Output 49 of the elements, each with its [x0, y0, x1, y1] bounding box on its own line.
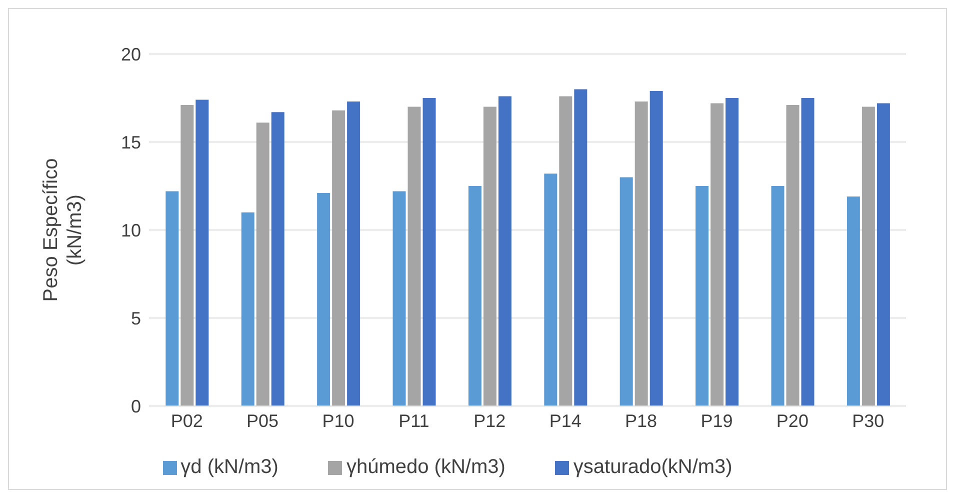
- x-tick-label: P18: [625, 410, 658, 431]
- y-axis-title: Peso Específico (kN/m3): [40, 158, 86, 302]
- x-tick-label: P02: [170, 410, 203, 431]
- bar: [786, 105, 800, 406]
- bar: [422, 98, 436, 406]
- y-tick-label: 0: [130, 396, 141, 416]
- bar: [876, 103, 890, 406]
- bar: [468, 186, 482, 406]
- bar: [317, 193, 330, 406]
- x-tick-label: P11: [398, 410, 430, 431]
- bar: [650, 90, 663, 406]
- bar: [801, 98, 814, 406]
- bar: [862, 106, 875, 406]
- bar: [408, 106, 421, 406]
- bar: [347, 102, 360, 406]
- x-tick-label: P14: [549, 410, 582, 431]
- x-tick-label: P05: [246, 410, 279, 431]
- y-tick-label: 10: [120, 220, 141, 240]
- bar: [634, 102, 648, 406]
- bar: [696, 186, 709, 406]
- bar: [332, 110, 346, 406]
- legend-label: γhúmedo (kN/m3): [346, 456, 506, 478]
- bar: [559, 96, 572, 406]
- bar: [180, 105, 194, 406]
- x-tick-label: P10: [322, 410, 354, 431]
- bar: [271, 112, 284, 406]
- x-tick-label: P20: [776, 410, 808, 431]
- bar: [771, 186, 784, 406]
- bar: [498, 96, 512, 406]
- bar: [710, 103, 724, 406]
- bar: [483, 106, 496, 406]
- x-tick-label: P19: [700, 410, 733, 431]
- y-tick-label: 5: [130, 308, 141, 328]
- bar: [620, 177, 633, 406]
- y-tick-label: 15: [120, 132, 141, 152]
- bar: [256, 122, 270, 406]
- bar: [574, 89, 588, 406]
- x-tick-label: P30: [852, 410, 884, 431]
- bar: [846, 196, 860, 406]
- bar: [166, 191, 179, 406]
- bar: [392, 191, 406, 406]
- x-tick-label: P12: [474, 410, 506, 431]
- bar: [241, 212, 254, 406]
- legend-label: γsaturado(kN/m3): [573, 456, 732, 478]
- bar: [726, 98, 739, 406]
- bar: [196, 100, 209, 406]
- y-tick-label: 20: [120, 44, 141, 64]
- legend-label: γd (kN/m3): [180, 456, 278, 478]
- bar: [544, 174, 558, 406]
